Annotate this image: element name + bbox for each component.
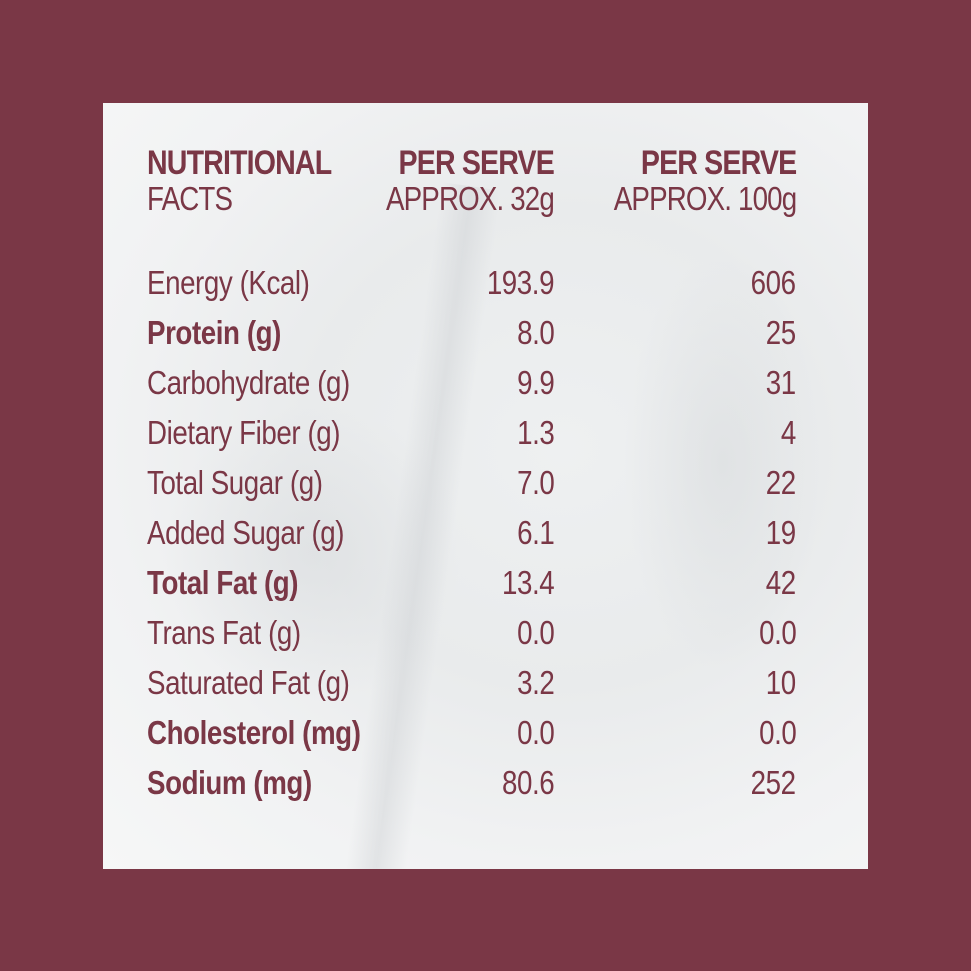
nutrient-label: Added Sugar (g) xyxy=(147,514,345,551)
nutrient-label: Total Fat (g) xyxy=(147,564,299,601)
header-approx-100g: APPROX. 100g xyxy=(613,180,796,217)
value-per-32g: 9.9 xyxy=(516,364,555,401)
value-per-100g: 0.0 xyxy=(758,714,797,751)
value-per-32g: 1.3 xyxy=(516,414,555,451)
header-title: NUTRITIONAL xyxy=(147,144,332,182)
value-per-100g: 19 xyxy=(765,514,796,551)
table-row: Total Sugar (g) 7.0 22 xyxy=(103,463,868,513)
nutrient-label: Protein (g) xyxy=(147,314,281,351)
value-per-100g: 31 xyxy=(765,364,796,401)
table-row: Carbohydrate (g) 9.9 31 xyxy=(103,363,868,413)
nutrient-label: Cholesterol (mg) xyxy=(147,714,361,751)
value-per-32g: 13.4 xyxy=(501,564,555,601)
value-per-100g: 252 xyxy=(751,764,796,801)
value-per-32g: 3.2 xyxy=(516,664,555,701)
value-per-32g: 8.0 xyxy=(516,314,555,351)
value-per-100g: 42 xyxy=(765,564,796,601)
value-per-100g: 0.0 xyxy=(758,614,797,651)
value-per-32g: 7.0 xyxy=(516,464,555,501)
value-per-32g: 6.1 xyxy=(516,514,555,551)
value-per-32g: 80.6 xyxy=(501,764,555,801)
header-subtitle: FACTS xyxy=(147,180,233,217)
table-row: Dietary Fiber (g) 1.3 4 xyxy=(103,413,868,463)
nutrition-table: NUTRITIONAL FACTS PER SERVE APPROX. 32g … xyxy=(103,103,868,869)
value-per-32g: 0.0 xyxy=(516,714,555,751)
table-row: Saturated Fat (g) 3.2 10 xyxy=(103,663,868,713)
value-per-32g: 0.0 xyxy=(516,614,555,651)
nutrient-label: Dietary Fiber (g) xyxy=(147,414,341,451)
header-approx-32g: APPROX. 32g xyxy=(386,180,555,217)
table-row: Trans Fat (g) 0.0 0.0 xyxy=(103,613,868,663)
nutrient-label: Carbohydrate (g) xyxy=(147,364,350,401)
table-row: Sodium (mg) 80.6 252 xyxy=(103,763,868,813)
header-nutritional-facts: NUTRITIONAL FACTS xyxy=(147,145,366,217)
header-per-serve-32g: PER SERVE xyxy=(398,144,555,182)
table-row: Energy (Kcal) 193.9 606 xyxy=(103,263,868,313)
value-per-100g: 606 xyxy=(751,264,796,301)
nutrient-label: Saturated Fat (g) xyxy=(147,664,350,701)
table-row: Total Fat (g) 13.4 42 xyxy=(103,563,868,613)
header-per-100g: PER SERVE APPROX. 100g xyxy=(579,145,796,217)
value-per-100g: 22 xyxy=(765,464,796,501)
header-per-serve-100g: PER SERVE xyxy=(640,144,797,182)
table-row: Cholesterol (mg) 0.0 0.0 xyxy=(103,713,868,763)
value-per-100g: 4 xyxy=(780,414,796,451)
value-per-100g: 25 xyxy=(765,314,796,351)
value-per-32g: 193.9 xyxy=(486,264,555,301)
nutrient-label: Total Sugar (g) xyxy=(147,464,323,501)
header-per-32g: PER SERVE APPROX. 32g xyxy=(354,144,555,217)
nutrient-label: Trans Fat (g) xyxy=(147,614,301,651)
table-row: Added Sugar (g) 6.1 19 xyxy=(103,513,868,563)
table-row: Protein (g) 8.0 25 xyxy=(103,313,868,363)
value-per-100g: 10 xyxy=(765,664,796,701)
nutrient-label: Energy (Kcal) xyxy=(147,264,310,301)
nutrition-facts-card: NUTRITIONAL FACTS PER SERVE APPROX. 32g … xyxy=(103,103,868,869)
nutrient-label: Sodium (mg) xyxy=(147,764,312,801)
